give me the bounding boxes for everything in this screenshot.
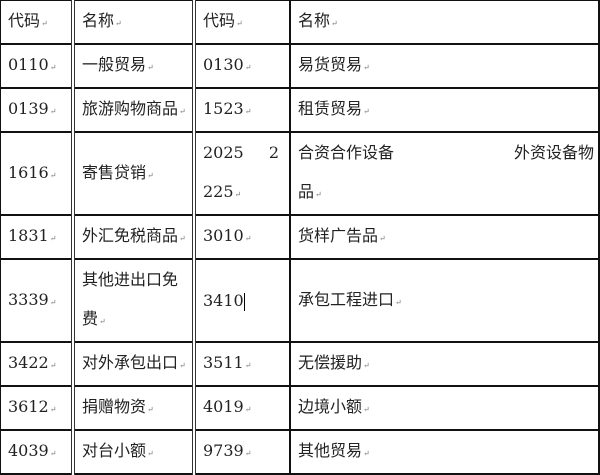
cell-name[interactable]: 捐赠物资	[72, 385, 196, 431]
cell-text: 费	[82, 309, 106, 328]
cell-name[interactable]: 合资合作设备 外资设备物 品	[289, 131, 600, 216]
cell-code[interactable]: 9739	[193, 429, 291, 475]
cell-code[interactable]: 0110	[0, 43, 75, 89]
cell-text: 对台小额	[82, 441, 154, 460]
cell-name[interactable]: 旅游购物商品	[72, 87, 196, 133]
cell-line: 2025 2	[203, 134, 288, 172]
cell-text: 承包工程进口	[298, 290, 402, 309]
cell-text: 捐赠物资	[82, 397, 154, 416]
header-text: 代码	[8, 11, 48, 30]
cell-code[interactable]: 1831	[0, 214, 75, 260]
cell-text: 品	[298, 182, 322, 201]
table-header-row: 代码 名称 代码 名称	[0, 0, 600, 45]
cell-name[interactable]: 边境小额	[289, 385, 600, 431]
cell-code[interactable]: 4019	[193, 385, 291, 431]
cell-text: 一般贸易	[82, 55, 154, 74]
cell-name[interactable]: 承包工程进口	[289, 258, 600, 343]
cell-text: 合资合作设备	[298, 143, 395, 162]
cell-text: 货样广告品	[298, 226, 386, 245]
header-text: 名称	[298, 11, 338, 30]
cell-name[interactable]: 货样广告品	[289, 214, 600, 260]
cell-code[interactable]: 0130	[193, 43, 291, 89]
cell-text: 外资设备物	[513, 143, 594, 162]
cell-text: 4019	[203, 397, 251, 416]
table-row: 3612 捐赠物资 4019 边境小额	[0, 385, 600, 431]
cell-text: 其他贸易	[298, 441, 370, 460]
cell-code[interactable]: 3339	[0, 258, 75, 343]
header-code: 代码	[193, 0, 291, 45]
cell-text: 3612	[8, 397, 56, 416]
cell-text: 3010	[203, 226, 251, 245]
table-row: 0139 旅游购物商品 1523 租赁贸易	[0, 87, 600, 133]
cell-text: 易货贸易	[298, 55, 370, 74]
cell-code[interactable]: 4039	[0, 429, 75, 475]
text-cursor	[243, 292, 245, 311]
header-name: 名称	[72, 0, 196, 45]
cell-text: 3410	[203, 291, 244, 310]
cell-text: 寄售贷销	[82, 163, 154, 182]
cell-text: 无偿援助	[298, 353, 370, 372]
table-row: 3422 对外承包出口 3511 无偿援助	[0, 341, 600, 387]
cell-line: 合资合作设备 外资设备物	[298, 134, 597, 172]
cell-text: 4039	[8, 441, 56, 460]
cell-text: 0110	[8, 55, 56, 74]
cell-name[interactable]: 对台小额	[72, 429, 196, 475]
header-text: 代码	[203, 11, 243, 30]
cell-code[interactable]: 3422	[0, 341, 75, 387]
header-name: 名称	[289, 0, 600, 45]
cell-text: 1523	[203, 99, 251, 118]
cell-code[interactable]: 3410	[193, 258, 291, 343]
cell-name[interactable]: 租赁贸易	[289, 87, 600, 133]
header-code: 代码	[0, 0, 75, 45]
table-row: 0110 一般贸易 0130 易货贸易	[0, 43, 600, 89]
header-text: 名称	[82, 11, 122, 30]
cell-name[interactable]: 外汇免税商品	[72, 214, 196, 260]
cell-text: 边境小额	[298, 397, 370, 416]
cell-text: 1616	[8, 163, 56, 182]
table-row: 3339 其他进出口免 费 3410 承包工程进口	[0, 258, 600, 343]
cell-code[interactable]: 0139	[0, 87, 75, 133]
cell-text: 0130	[203, 55, 251, 74]
cell-text: 旅游购物商品	[82, 99, 186, 118]
cell-name[interactable]: 对外承包出口	[72, 341, 196, 387]
table-row: 1831 外汇免税商品 3010 货样广告品	[0, 214, 600, 260]
cell-code[interactable]: 3612	[0, 385, 75, 431]
cell-code[interactable]: 1616	[0, 131, 75, 216]
cell-text: 1831	[8, 226, 56, 245]
cell-text: 0139	[8, 99, 56, 118]
cell-name[interactable]: 寄售贷销	[72, 131, 196, 216]
cell-text: 3422	[8, 353, 56, 372]
cell-text: 3511	[203, 353, 251, 372]
cell-text: 9739	[203, 441, 251, 460]
cell-text: 外汇免税商品	[82, 226, 186, 245]
cell-code[interactable]: 2025 2 225	[193, 131, 291, 216]
cell-text: 租赁贸易	[298, 99, 370, 118]
cell-code[interactable]: 3511	[193, 341, 291, 387]
cell-code[interactable]: 1523	[193, 87, 291, 133]
cell-text: 对外承包出口	[82, 353, 186, 372]
cell-text: 3339	[8, 290, 56, 309]
cell-text: 其他进出口免	[82, 270, 179, 289]
cell-text: 2025	[203, 143, 244, 162]
cell-name[interactable]: 无偿援助	[289, 341, 600, 387]
table-row: 4039 对台小额 9739 其他贸易	[0, 429, 600, 475]
cell-text: 2	[268, 143, 279, 162]
cell-name[interactable]: 易货贸易	[289, 43, 600, 89]
cell-name[interactable]: 其他贸易	[289, 429, 600, 475]
cell-text: 225	[203, 182, 241, 201]
cell-code[interactable]: 3010	[193, 214, 291, 260]
cell-name[interactable]: 一般贸易	[72, 43, 196, 89]
table-row: 1616 寄售贷销 2025 2 225 合资合作设备 外资设备物 品	[0, 131, 600, 216]
cell-name[interactable]: 其他进出口免 费	[72, 258, 196, 343]
